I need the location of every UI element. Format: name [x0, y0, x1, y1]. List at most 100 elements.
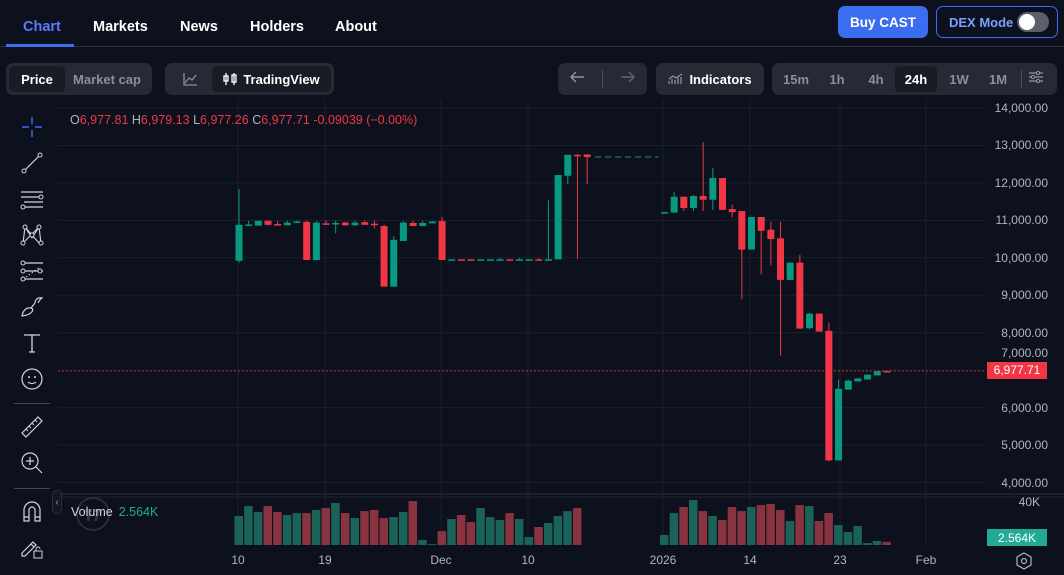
price-button[interactable]: Price	[9, 66, 65, 92]
volume-bar	[795, 505, 804, 545]
open-label: O	[70, 113, 80, 127]
candle-body	[844, 380, 852, 390]
chart-type-selector: TradingView	[165, 63, 334, 95]
market-cap-button[interactable]: Market cap	[73, 71, 141, 87]
zoom-in-icon	[21, 452, 43, 474]
pattern-tool[interactable]	[18, 221, 46, 249]
axis-settings-button[interactable]	[1015, 552, 1033, 575]
candle-body	[535, 259, 543, 261]
tab-chart[interactable]: Chart	[23, 19, 61, 35]
brush-icon	[21, 297, 44, 317]
volume-bar	[263, 506, 273, 545]
candle-body	[738, 210, 746, 250]
indicators-button[interactable]: Indicators	[656, 63, 764, 95]
timeframe-1h[interactable]: 1h	[829, 71, 845, 87]
horizontal-lines-tool[interactable]	[18, 185, 46, 213]
emoji-tool[interactable]	[18, 365, 46, 393]
lock-drawings-tool[interactable]	[18, 533, 46, 561]
tab-news[interactable]: News	[180, 19, 218, 35]
candle-body	[245, 224, 253, 226]
tradingview-button[interactable]: TradingView	[212, 66, 331, 92]
chevron-left-icon: ‹	[55, 496, 59, 508]
ruler-tool[interactable]	[18, 413, 46, 441]
x-tick-label: 10	[231, 553, 245, 567]
sliders-icon	[1029, 70, 1043, 83]
undo-button[interactable]	[569, 70, 585, 89]
high-value: 6,979.13	[140, 113, 190, 127]
volume-bar	[456, 514, 466, 545]
y-tick-label: 6,000.00	[1001, 400, 1048, 415]
candle-body	[341, 222, 349, 226]
chart-settings-button[interactable]	[1028, 70, 1044, 89]
timeframe-1m[interactable]: 1M	[988, 71, 1008, 87]
candle-body	[680, 196, 688, 208]
volume-bar	[563, 511, 572, 545]
volume-bar	[311, 509, 321, 545]
volume-bar	[389, 517, 398, 545]
volume-bar	[553, 515, 563, 545]
toggle-switch[interactable]	[1017, 12, 1049, 32]
open-value: 6,977.81	[79, 113, 129, 127]
candle-body	[544, 259, 552, 261]
fib-tool[interactable]	[18, 257, 46, 285]
candle-body	[351, 222, 359, 226]
volume-bar	[853, 526, 862, 545]
tab-holders[interactable]: Holders	[250, 19, 304, 35]
close-value: 6,977.71	[261, 113, 310, 127]
volume-bar	[669, 513, 679, 545]
candle-body	[428, 221, 436, 224]
toolbar-divider	[14, 403, 50, 404]
volume-bar	[340, 513, 350, 545]
tradingview-logo[interactable]	[76, 497, 110, 531]
candle-body	[264, 220, 272, 225]
history-controls	[558, 63, 647, 95]
redo-button[interactable]	[620, 70, 636, 89]
tab-markets[interactable]: Markets	[93, 19, 148, 35]
dex-mode-toggle[interactable]: DEX Mode	[936, 6, 1058, 38]
arrow-left-icon	[570, 71, 585, 82]
indicators-label: Indicators	[689, 71, 752, 87]
candle-body	[689, 196, 697, 208]
indicators-icon	[668, 73, 683, 84]
magnet-tool[interactable]	[18, 497, 46, 525]
collapse-toolbar-button[interactable]: ‹	[52, 490, 62, 514]
ruler-icon	[21, 416, 43, 438]
volume-bar	[360, 511, 369, 545]
crosshair-tool[interactable]	[18, 113, 46, 141]
volume-bar	[379, 518, 389, 545]
volume-bar	[776, 509, 785, 545]
trend-line-icon	[21, 152, 43, 174]
candle-body	[312, 222, 320, 261]
candle-body	[873, 371, 881, 376]
line-chart-button[interactable]	[168, 66, 212, 92]
candle-body	[670, 196, 678, 213]
candle-body	[709, 178, 717, 200]
volume-bar	[814, 520, 824, 545]
buy-cast-button[interactable]: Buy CAST	[838, 6, 928, 38]
volume-bar	[447, 519, 456, 545]
volume-bar	[659, 534, 669, 545]
y-tick-label: 8,000.00	[1001, 325, 1048, 340]
text-tool[interactable]	[18, 329, 46, 357]
last-volume-label: 2.564K	[987, 529, 1047, 546]
zoom-in-tool[interactable]	[18, 449, 46, 477]
candles-icon	[223, 73, 237, 85]
candle-body	[390, 239, 398, 287]
volume-bar	[756, 505, 766, 545]
brush-tool[interactable]	[18, 293, 46, 321]
timeframe-1w[interactable]: 1W	[949, 71, 969, 87]
ohlc-legend: O6,977.81 H6,979.13 L6,977.26 C6,977.71 …	[70, 113, 417, 127]
trend-line-tool[interactable]	[18, 149, 46, 177]
volume-bar	[505, 513, 514, 545]
tab-about[interactable]: About	[335, 19, 377, 35]
y-tick-label: 14,000.00	[994, 101, 1048, 115]
candle-body	[864, 374, 872, 380]
toolbar-divider	[14, 488, 50, 489]
timeframe-15m[interactable]: 15m	[782, 71, 810, 87]
dex-mode-label: DEX Mode	[949, 14, 1014, 30]
timeframe-4h[interactable]: 4h	[868, 71, 884, 87]
arrow-right-icon	[620, 71, 635, 82]
timeframe-24h[interactable]: 24h	[895, 66, 937, 92]
candle-body	[835, 388, 843, 461]
